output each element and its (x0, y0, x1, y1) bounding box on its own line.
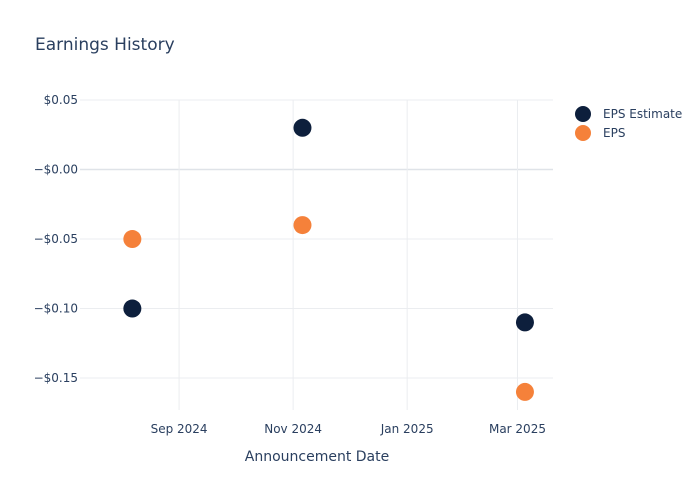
eps-estimate-point[interactable] (293, 118, 312, 137)
y-axis: $0.05 −$0.00 −$0.05 −$0.10 −$0.15 (34, 93, 78, 385)
chart-title: Earnings History (35, 35, 175, 55)
y-tick-label: −$0.05 (34, 232, 78, 246)
legend-marker (575, 106, 591, 122)
legend-item-eps-estimate[interactable]: EPS Estimate (575, 106, 682, 122)
legend-item-eps[interactable]: EPS (575, 125, 625, 141)
legend-marker (575, 125, 591, 141)
x-tick-label: Nov 2024 (264, 422, 322, 436)
x-tick-label: Sep 2024 (151, 422, 208, 436)
eps-point[interactable] (123, 230, 142, 249)
y-tick-label: −$0.10 (34, 302, 78, 316)
eps-estimate-point[interactable] (515, 313, 534, 332)
x-tick-label: Mar 2025 (489, 422, 546, 436)
x-tick-label: Jan 2025 (380, 422, 434, 436)
y-tick-label: −$0.00 (34, 163, 78, 177)
eps-point[interactable] (515, 382, 534, 401)
x-axis-title: Announcement Date (245, 449, 389, 465)
x-axis: Sep 2024 Nov 2024 Jan 2025 Mar 2025 (151, 422, 546, 436)
legend-label: EPS Estimate (603, 107, 682, 121)
plot-points (123, 118, 534, 401)
legend-label: EPS (603, 126, 625, 140)
y-tick-label: −$0.15 (34, 371, 78, 385)
legend[interactable]: EPS Estimate EPS (575, 106, 682, 141)
y-tick-label: $0.05 (44, 93, 78, 107)
grid (80, 99, 553, 410)
eps-point[interactable] (293, 216, 312, 235)
eps-estimate-point[interactable] (123, 299, 142, 318)
